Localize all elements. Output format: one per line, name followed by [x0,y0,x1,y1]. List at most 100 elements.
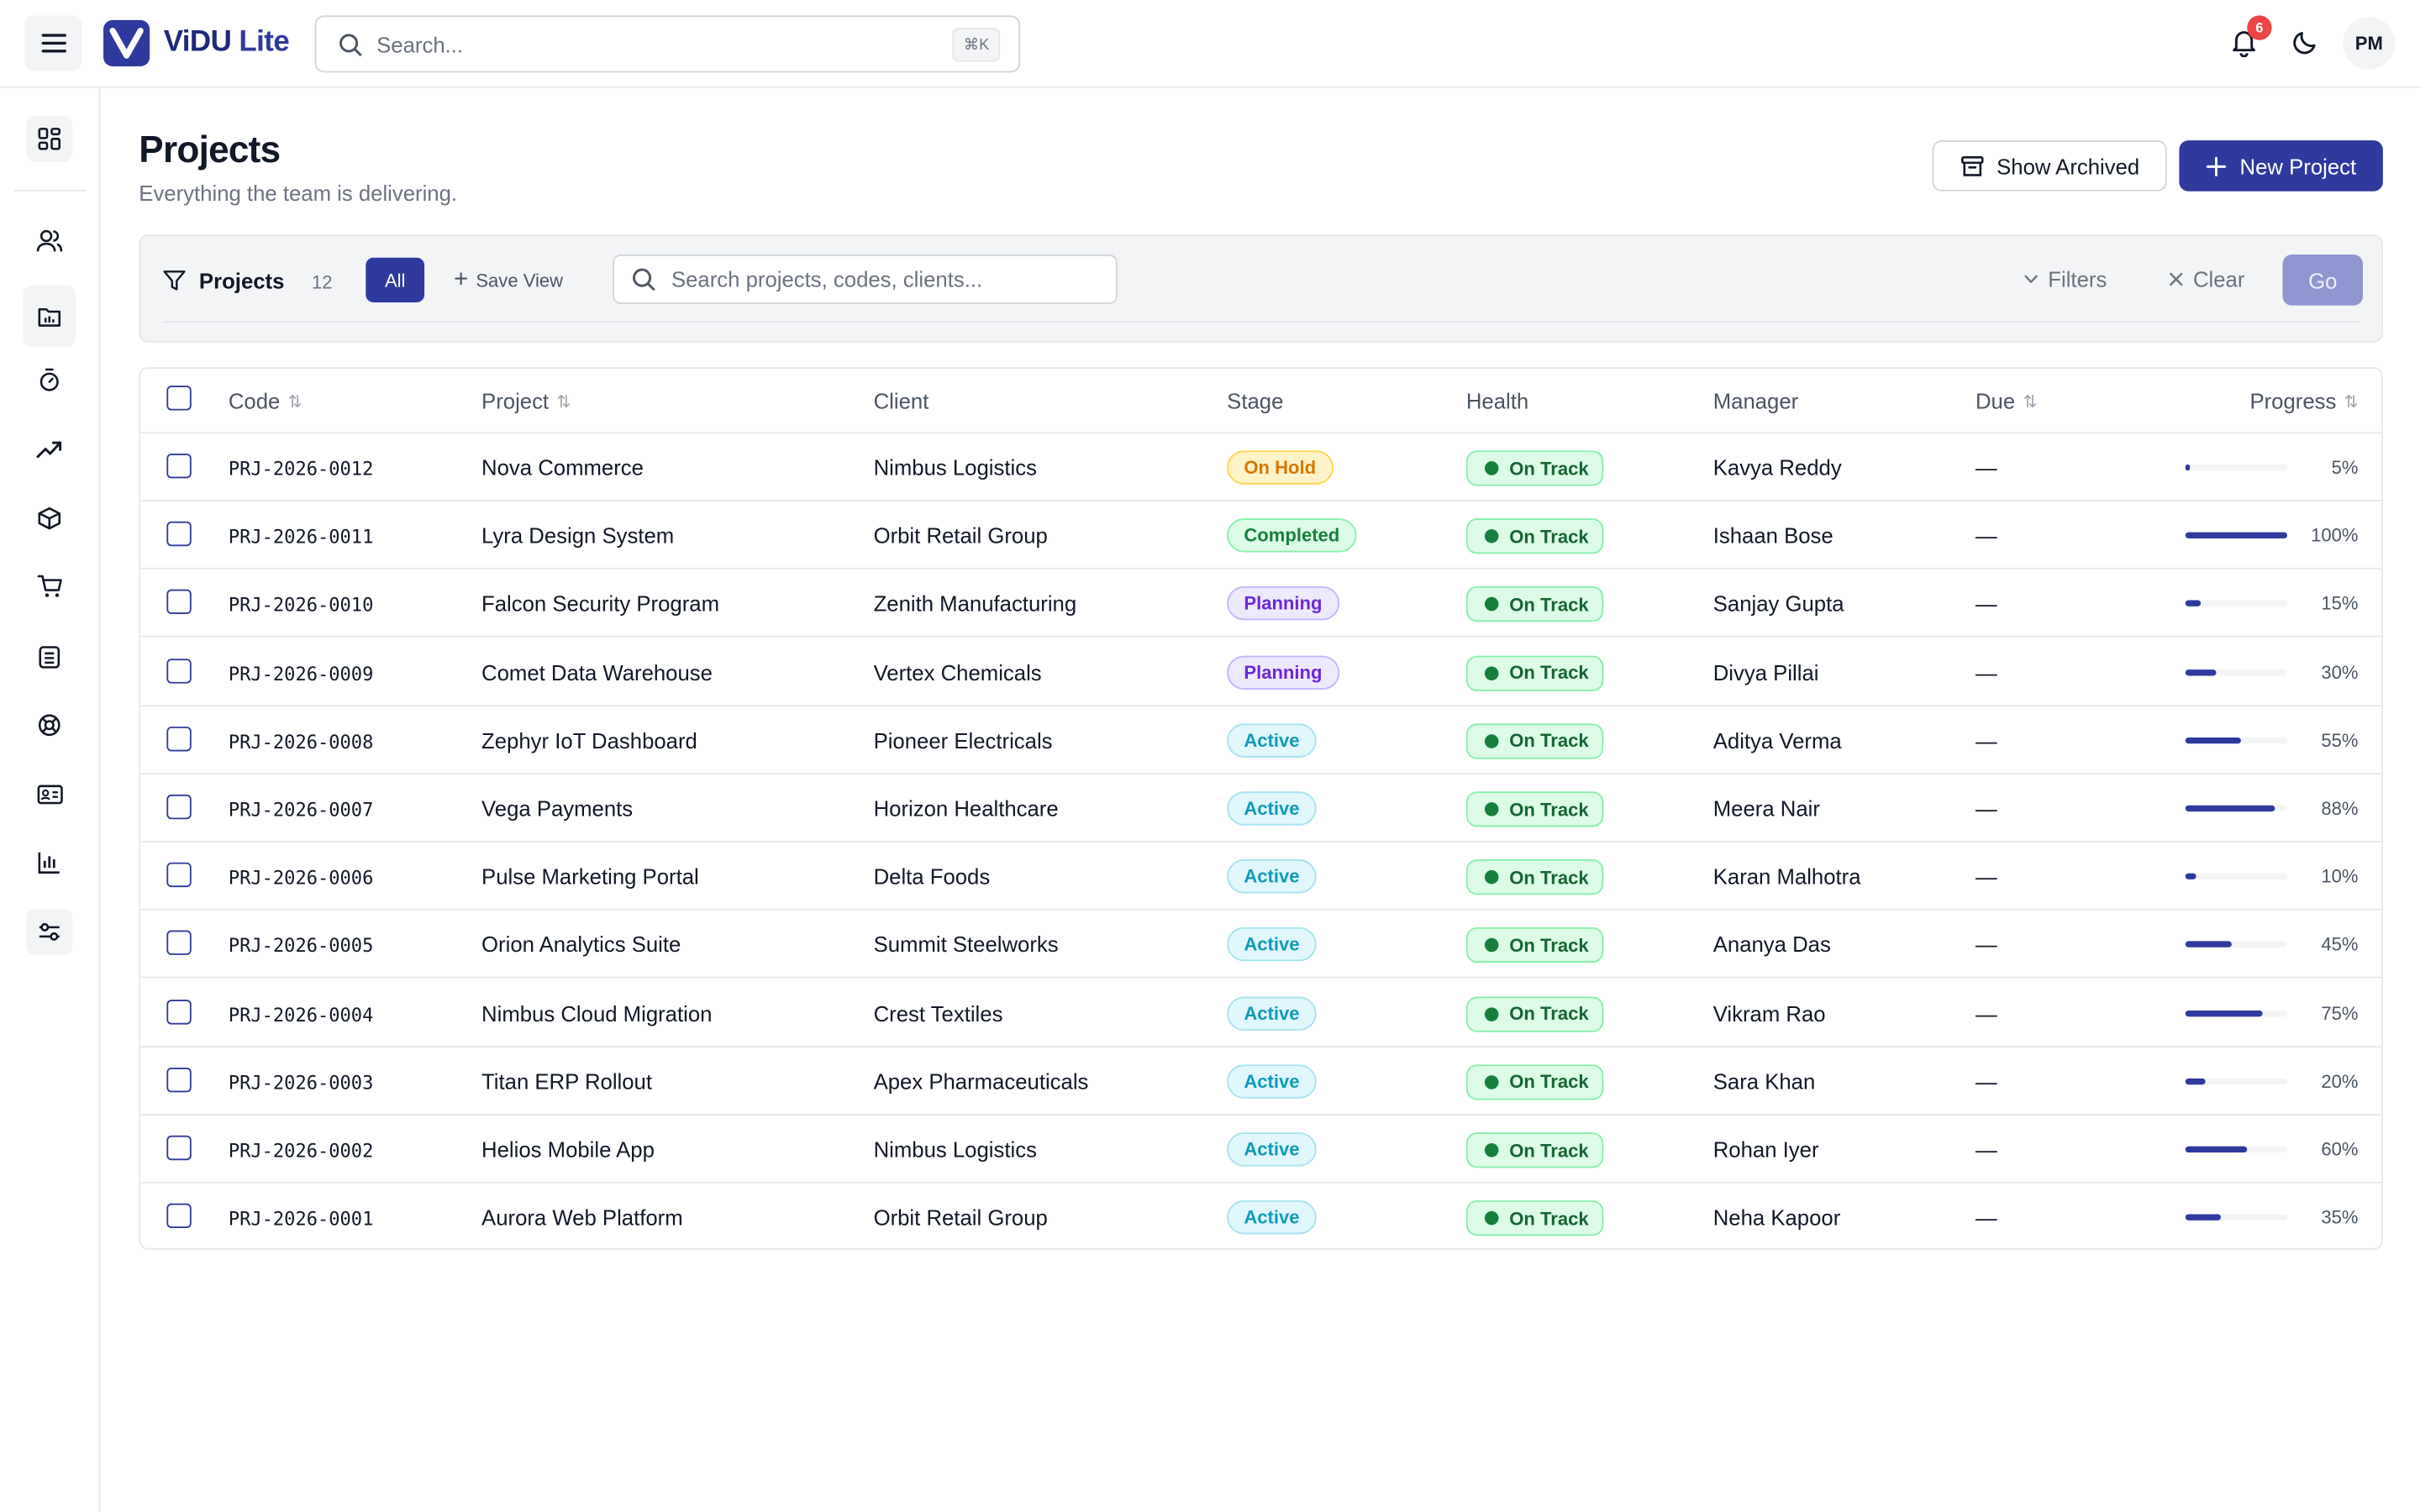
chevron-down-icon [2024,275,2038,283]
status-dot-icon [1484,870,1499,885]
sidebar-item-projects[interactable] [23,285,76,348]
column-header-project[interactable]: Project ⇅ [481,389,571,413]
table-row[interactable]: PRJ-2026-0008 Zephyr IoT Dashboard Pioneer… [140,706,2382,774]
status-dot-icon [1484,665,1499,680]
new-project-button[interactable]: New Project [2179,140,2383,192]
project-name[interactable]: Helios Mobile App [481,1137,655,1163]
sidebar-item-dashboard[interactable] [26,115,73,162]
table-row[interactable]: PRJ-2026-0011 Lyra Design System Orbit Ret… [140,501,2382,570]
project-search-input[interactable] [671,266,1104,292]
project-name[interactable]: Aurora Web Platform [481,1205,683,1231]
show-archived-button[interactable]: Show Archived [1932,140,2167,192]
sidebar-item-users[interactable] [26,217,73,265]
users-icon [36,229,63,252]
project-name[interactable]: Nova Commerce [481,454,644,480]
table-row[interactable]: PRJ-2026-0006 Pulse Marketing Portal Delta… [140,843,2382,911]
progress-percent: 5% [2331,456,2359,479]
save-view-button[interactable]: + Save View [454,267,563,295]
row-checkbox[interactable] [166,453,192,479]
sidebar-item-inventory[interactable] [26,495,73,542]
table-row[interactable]: PRJ-2026-0002 Helios Mobile App Nimbus Log… [140,1116,2382,1184]
table-row[interactable]: PRJ-2026-0003 Titan ERP Rollout Apex Pharm… [140,1047,2382,1116]
sidebar-item-accounting[interactable] [26,633,73,680]
row-checkbox[interactable] [166,1203,192,1229]
health-label: On Track [1509,593,1589,616]
notifications-button[interactable]: 6 [2228,15,2272,60]
sidebar-item-reports[interactable] [26,839,73,886]
row-checkbox[interactable] [166,863,192,888]
select-all-checkbox[interactable] [166,386,192,411]
clear-button[interactable]: Clear [2169,267,2244,291]
project-name[interactable]: Nimbus Cloud Migration [481,1000,713,1026]
project-name[interactable]: Pulse Marketing Portal [481,864,699,890]
client-name: Orbit Retail Group [873,522,1048,549]
app-logo[interactable]: ViDU Lite [103,19,290,66]
sidebar-item-hr[interactable] [26,771,73,818]
user-avatar[interactable]: PM [2343,17,2396,70]
progress-bar [2185,533,2287,539]
sidebar-divider [13,189,87,192]
due-date: — [1975,864,1997,890]
health-badge: On Track [1465,654,1604,691]
sidebar-item-settings[interactable] [26,908,73,955]
row-checkbox[interactable] [166,590,192,615]
sidebar-item-sales[interactable] [26,425,73,473]
sidebar-item-timesheets[interactable] [26,356,73,403]
sort-icon: ⇅ [2023,392,2038,412]
go-button[interactable]: Go [2282,255,2363,306]
project-name[interactable]: Comet Data Warehouse [481,659,713,685]
sidebar-item-purchases[interactable] [26,563,73,610]
client-name: Summit Steelworks [873,932,1059,958]
project-name[interactable]: Falcon Security Program [481,591,720,617]
client-name: Horizon Healthcare [873,795,1059,822]
status-dot-icon [1484,733,1499,748]
table-row[interactable]: PRJ-2026-0007 Vega Payments Horizon Health… [140,774,2382,843]
progress-bar [2185,669,2287,675]
table-row[interactable]: PRJ-2026-0012 Nova Commerce Nimbus Logisti… [140,433,2382,501]
brand-suffix: Lite [239,26,290,59]
view-all-button[interactable]: All [366,257,425,302]
row-checkbox[interactable] [166,726,192,752]
table-row[interactable]: PRJ-2026-0005 Orion Analytics Suite Summit… [140,911,2382,979]
stage-badge: Active [1227,859,1317,894]
page-title: Projects [139,129,281,171]
column-header-progress[interactable]: Progress ⇅ [2249,389,2358,413]
row-checkbox[interactable] [166,794,192,820]
client-name: Nimbus Logistics [873,1137,1037,1163]
filters-label: Filters [2048,266,2107,292]
table-row[interactable]: PRJ-2026-0004 Nimbus Cloud Migration Crest… [140,979,2382,1047]
row-checkbox[interactable] [166,1135,192,1161]
theme-toggle-button[interactable] [2291,28,2323,59]
project-code: PRJ-2026-0012 [228,458,374,480]
progress-percent: 45% [2321,933,2359,956]
health-badge: On Track [1465,791,1604,827]
stage-badge: Planning [1227,654,1339,690]
project-name[interactable]: Titan ERP Rollout [481,1068,653,1094]
project-name[interactable]: Orion Analytics Suite [481,932,681,958]
table-row[interactable]: PRJ-2026-0001 Aurora Web Platform Orbit Re… [140,1184,2381,1248]
menu-toggle-button[interactable] [24,15,82,71]
stage-badge: Active [1227,995,1317,1031]
row-checkbox[interactable] [166,999,192,1024]
row-checkbox[interactable] [166,931,192,956]
project-name[interactable]: Lyra Design System [481,522,675,549]
show-archived-label: Show Archived [1996,153,2140,179]
global-search-input[interactable] [376,31,933,57]
row-checkbox[interactable] [166,658,192,683]
manager-name: Sara Khan [1712,1068,1816,1094]
progress-bar [2185,942,2287,948]
sidebar-item-support[interactable] [26,701,73,748]
row-checkbox[interactable] [166,522,192,547]
filters-button[interactable]: Filters [2023,267,2107,291]
progress-percent: 35% [2321,1206,2359,1229]
project-name[interactable]: Vega Payments [481,795,634,822]
column-header-due[interactable]: Due ⇅ [1975,389,2037,413]
column-header-code[interactable]: Code ⇅ [229,389,302,413]
stage-badge: Active [1227,1200,1317,1235]
table-row[interactable]: PRJ-2026-0009 Comet Data Warehouse Vertex … [140,638,2382,706]
projects-table: Code ⇅ Project ⇅ Client Stage Health Manag… [139,367,2383,1250]
table-row[interactable]: PRJ-2026-0010 Falcon Security Program Zeni… [140,570,2382,638]
row-checkbox[interactable] [166,1067,192,1093]
due-date: — [1975,1137,1997,1163]
project-name[interactable]: Zephyr IoT Dashboard [481,727,697,753]
